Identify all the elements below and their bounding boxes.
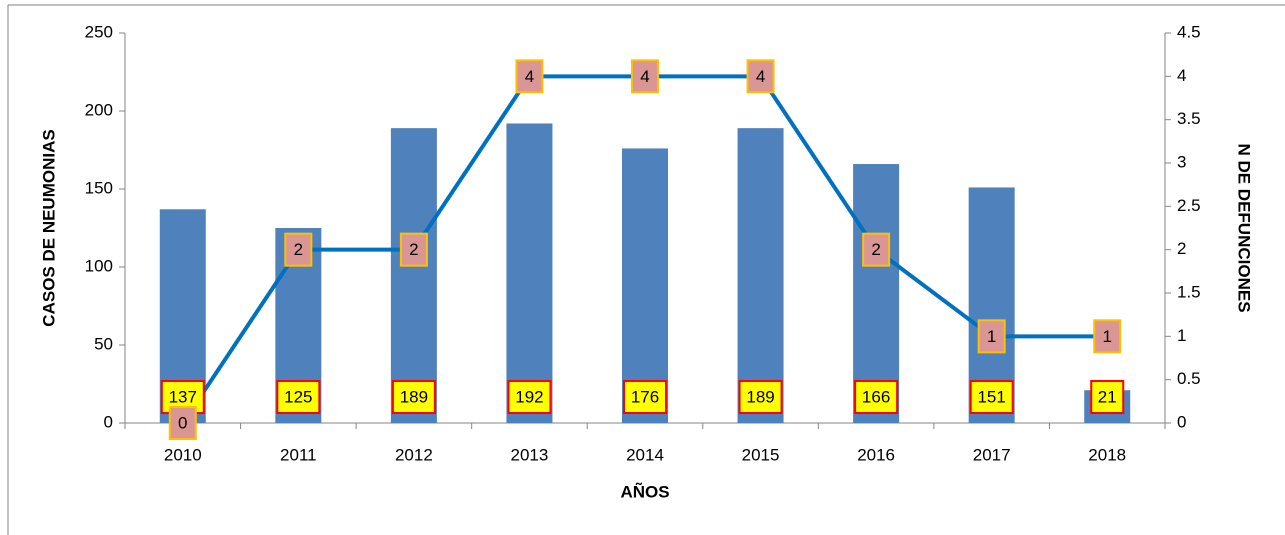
bar-value-label: 137 bbox=[169, 387, 197, 406]
line-value-label-box bbox=[631, 59, 659, 94]
bar-value-label-box bbox=[1090, 380, 1125, 414]
x-tick-label: 2010 bbox=[164, 445, 202, 464]
line-value-label-box bbox=[284, 232, 313, 267]
line-value-label: 4 bbox=[525, 67, 534, 86]
bar-value-label: 189 bbox=[400, 387, 428, 406]
x-tick-label: 2016 bbox=[857, 445, 895, 464]
line-value-label: 2 bbox=[294, 240, 303, 259]
bar bbox=[506, 123, 553, 423]
line-value-label: 2 bbox=[871, 240, 880, 259]
y2-tick-label: 3 bbox=[1177, 152, 1186, 171]
line-value-label-box bbox=[862, 232, 891, 267]
line-value-label-box bbox=[515, 59, 544, 94]
line-value-label-box bbox=[977, 319, 1006, 354]
y2-tick-label: 2.5 bbox=[1177, 196, 1201, 215]
bar-value-label-box bbox=[391, 380, 436, 414]
x-tick-label: 2018 bbox=[1088, 445, 1126, 464]
bar-value-label: 166 bbox=[862, 387, 890, 406]
bar bbox=[853, 164, 900, 424]
bar-value-label: 192 bbox=[515, 387, 543, 406]
y-axis-title: CASOS DE NEUMONIAS bbox=[39, 129, 58, 326]
line-value-label: 4 bbox=[640, 67, 649, 86]
line-value-label-box bbox=[399, 232, 428, 267]
bar-value-label-box bbox=[623, 380, 667, 414]
y2-tick-label: 1.5 bbox=[1177, 282, 1201, 301]
bar-value-label: 189 bbox=[746, 387, 774, 406]
bar-value-label: 21 bbox=[1098, 387, 1117, 406]
line-value-label: 1 bbox=[987, 327, 996, 346]
x-tick-label: 2014 bbox=[626, 445, 664, 464]
y-tick-label: 50 bbox=[94, 334, 113, 353]
bar-value-label: 125 bbox=[284, 387, 312, 406]
y-tick-label: 100 bbox=[85, 256, 113, 275]
x-tick-label: 2012 bbox=[395, 445, 433, 464]
bar bbox=[622, 148, 668, 423]
bar-value-label: 151 bbox=[977, 387, 1005, 406]
x-tick-label: 2013 bbox=[511, 445, 549, 464]
x-axis-title: AÑOS bbox=[620, 481, 669, 501]
y2-tick-label: 4.5 bbox=[1177, 22, 1201, 41]
bar bbox=[737, 128, 784, 423]
line-value-label-box bbox=[746, 59, 775, 94]
line-value-label: 1 bbox=[1102, 327, 1111, 346]
x-tick-label: 2011 bbox=[280, 445, 317, 464]
x-tick-label: 2017 bbox=[973, 445, 1011, 464]
y-tick-label: 250 bbox=[85, 22, 113, 41]
y-tick-label: 200 bbox=[85, 100, 113, 119]
bar-value-label-box bbox=[738, 380, 783, 414]
line-value-label-box bbox=[1093, 319, 1122, 354]
y2-tick-label: 4 bbox=[1177, 66, 1186, 85]
y2-axis-title: N DE DEFUNCIONES bbox=[1235, 143, 1254, 312]
y2-tick-label: 0 bbox=[1177, 412, 1186, 431]
y2-tick-label: 1 bbox=[1177, 326, 1186, 345]
x-tick-label: 2015 bbox=[742, 445, 780, 464]
bar-value-label-box bbox=[969, 380, 1014, 414]
y2-tick-label: 3.5 bbox=[1177, 109, 1201, 128]
line-value-label: 2 bbox=[409, 240, 418, 259]
y2-tick-label: 0.5 bbox=[1177, 369, 1201, 388]
bar-value-label-box bbox=[854, 380, 899, 414]
y-tick-label: 150 bbox=[85, 178, 113, 197]
bar-value-label-box bbox=[507, 380, 552, 414]
line-value-label-box bbox=[168, 406, 197, 440]
bar-value-label: 176 bbox=[631, 387, 659, 406]
y2-tick-label: 2 bbox=[1177, 239, 1186, 258]
bar-value-label-box bbox=[276, 380, 321, 414]
y-tick-label: 0 bbox=[104, 412, 113, 431]
line-value-label: 4 bbox=[756, 67, 765, 86]
line-value-label: 0 bbox=[178, 413, 187, 432]
bar bbox=[390, 128, 437, 423]
